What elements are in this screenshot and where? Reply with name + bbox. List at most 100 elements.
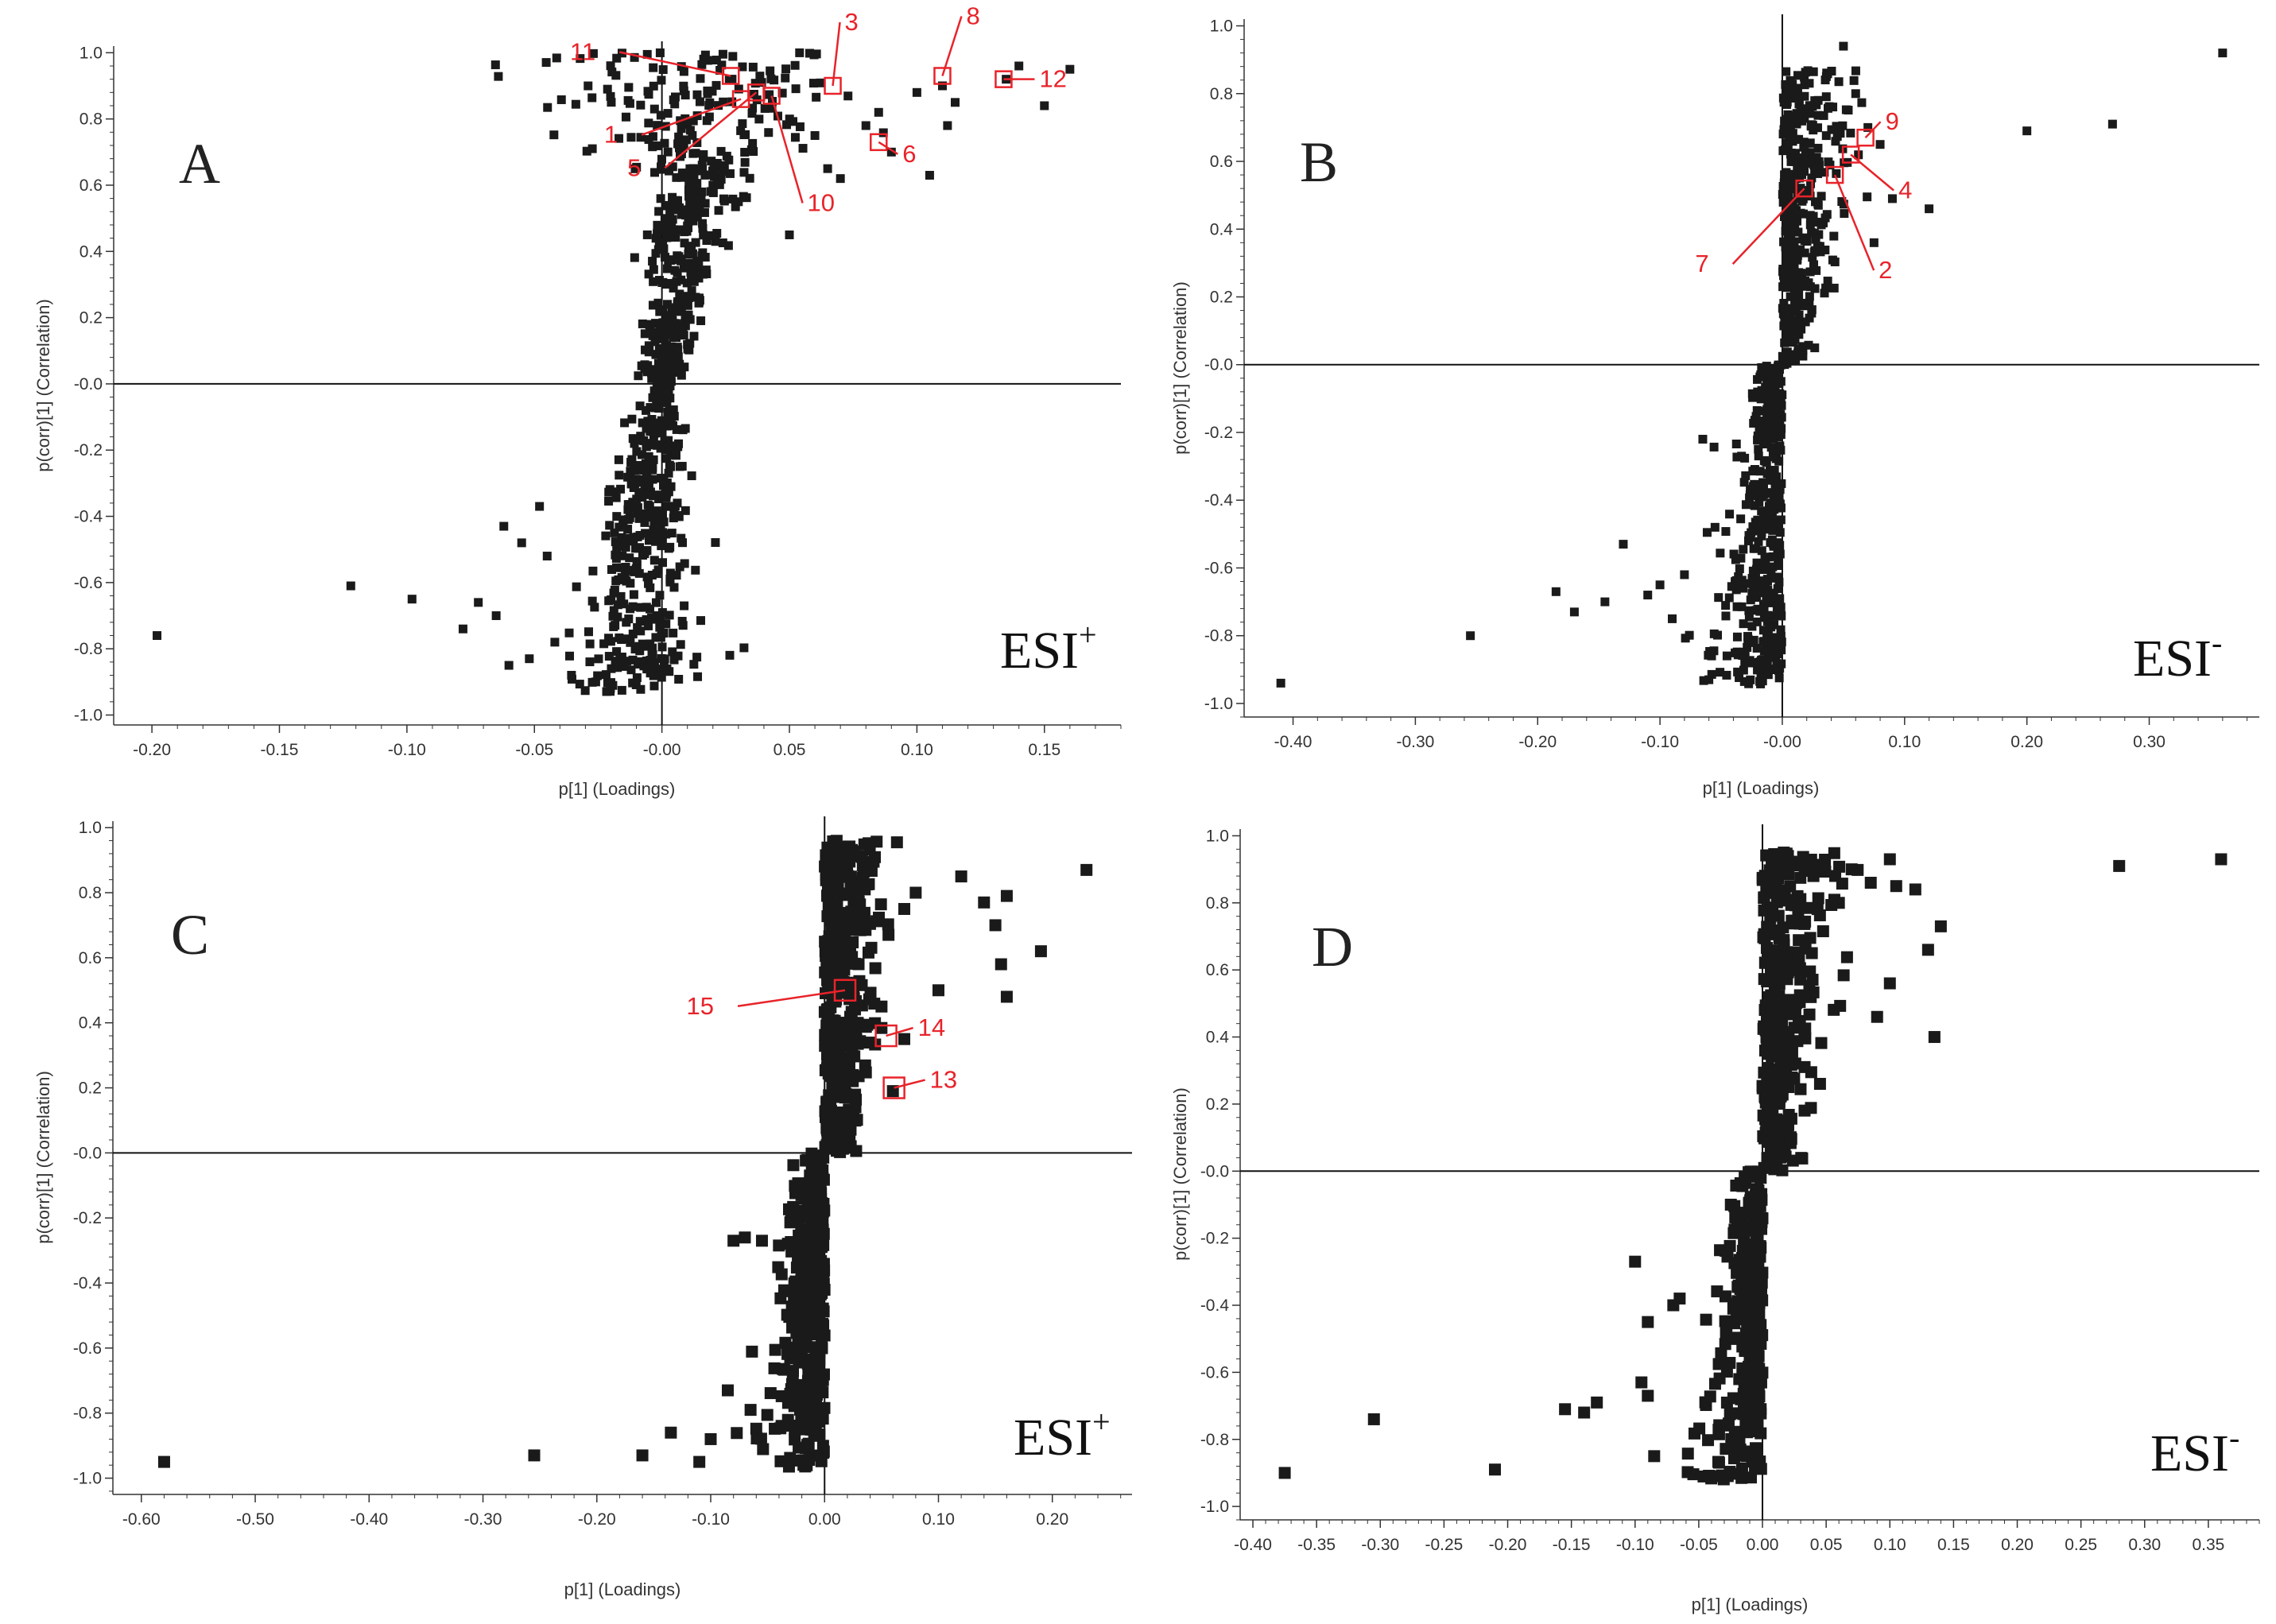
data-point — [640, 329, 649, 339]
data-point — [672, 424, 681, 434]
data-point — [774, 1455, 787, 1467]
data-point — [715, 65, 725, 75]
x-tick-label: -0.15 — [1553, 1536, 1591, 1554]
data-point — [826, 1077, 839, 1090]
data-point — [634, 465, 644, 475]
x-tick-label: 0.00 — [1747, 1536, 1779, 1554]
data-point — [1810, 246, 1820, 255]
data-point — [1702, 1434, 1715, 1447]
data-point-outlier — [1080, 863, 1093, 876]
data-point — [1745, 1208, 1758, 1221]
data-point — [612, 512, 622, 521]
data-point — [653, 420, 662, 429]
data-point — [654, 665, 664, 674]
ionization-mode-sign: - — [2229, 1420, 2239, 1455]
data-point — [1756, 871, 1769, 884]
data-point — [705, 98, 715, 107]
data-point — [1814, 230, 1824, 239]
ionization-mode-sign: - — [2212, 625, 2222, 661]
data-point — [637, 659, 646, 669]
data-point — [1766, 622, 1776, 632]
data-point — [770, 76, 779, 85]
data-point — [813, 1192, 826, 1204]
data-point — [1849, 76, 1859, 85]
data-point — [1707, 669, 1716, 679]
data-point — [783, 1311, 796, 1324]
x-tick-label: 0.05 — [774, 741, 806, 759]
data-point-outlier — [1635, 1376, 1648, 1389]
data-point — [1778, 265, 1788, 274]
data-point — [1779, 352, 1789, 362]
data-point — [634, 371, 643, 381]
y-tick-label: 0.6 — [79, 949, 102, 967]
annotation-leader — [664, 91, 758, 169]
data-point — [649, 265, 658, 274]
data-point — [659, 517, 669, 527]
data-point — [1768, 1076, 1781, 1088]
data-point — [1819, 218, 1828, 227]
data-point — [1704, 650, 1713, 660]
data-point-outlier — [517, 538, 526, 548]
data-point — [1738, 1368, 1751, 1381]
data-point — [1813, 123, 1823, 133]
data-point — [673, 321, 683, 331]
scatter-panel-D: 1.0 0.8 0.6 0.4 0.2 -0.0 -0.2 -0.4 -0.6 -0.8 -1.0 -… — [1170, 824, 2260, 1614]
data-point-outlier — [504, 661, 514, 670]
data-point — [494, 72, 503, 81]
data-point — [741, 130, 750, 139]
data-point — [1779, 1026, 1792, 1039]
data-point — [1782, 114, 1791, 124]
data-point — [813, 1428, 826, 1441]
data-point — [1754, 424, 1764, 434]
data-point — [1805, 947, 1818, 959]
data-point — [769, 1422, 781, 1435]
data-point — [626, 565, 635, 575]
data-point — [1773, 496, 1782, 506]
annotation-label: 14 — [918, 1014, 945, 1041]
data-point — [821, 952, 834, 964]
data-point — [684, 180, 694, 189]
data-point — [642, 510, 651, 520]
data-point — [588, 48, 598, 58]
data-point — [634, 514, 644, 523]
data-point — [1819, 110, 1828, 120]
data-point — [807, 1253, 820, 1265]
x-tick-label: -0.10 — [1641, 733, 1679, 751]
data-point — [1793, 954, 1805, 967]
data-point — [812, 92, 821, 102]
y-tick-label: 0.8 — [79, 884, 102, 902]
data-point — [805, 1147, 818, 1160]
annotation-leader — [1833, 174, 1875, 271]
data-point — [1782, 359, 1791, 368]
data-point — [556, 95, 566, 104]
data-point — [1815, 1037, 1828, 1049]
data-point — [628, 630, 638, 639]
data-point — [1781, 79, 1790, 89]
data-point — [683, 339, 692, 349]
data-point — [1746, 1455, 1758, 1468]
data-point — [724, 75, 734, 84]
data-point — [1784, 880, 1797, 893]
data-point — [843, 1134, 856, 1147]
data-point — [1819, 853, 1832, 866]
data-point — [614, 661, 623, 670]
data-point-outlier — [943, 121, 952, 130]
data-point — [1810, 165, 1820, 174]
data-point — [1751, 1228, 1764, 1241]
data-point — [657, 629, 666, 638]
data-point — [1755, 467, 1765, 476]
data-point — [745, 173, 754, 183]
data-point — [1746, 533, 1755, 542]
data-point — [1777, 424, 1786, 433]
data-point — [657, 154, 666, 164]
data-point — [839, 851, 852, 863]
y-tick-label: 0.8 — [1210, 85, 1233, 103]
data-point — [1739, 478, 1749, 487]
data-point-outlier — [1034, 945, 1047, 958]
data-point — [612, 647, 622, 657]
data-point-outlier — [1680, 570, 1689, 579]
data-point — [662, 361, 672, 370]
data-point — [740, 157, 750, 167]
data-point — [1763, 670, 1773, 680]
data-point — [1786, 76, 1795, 85]
